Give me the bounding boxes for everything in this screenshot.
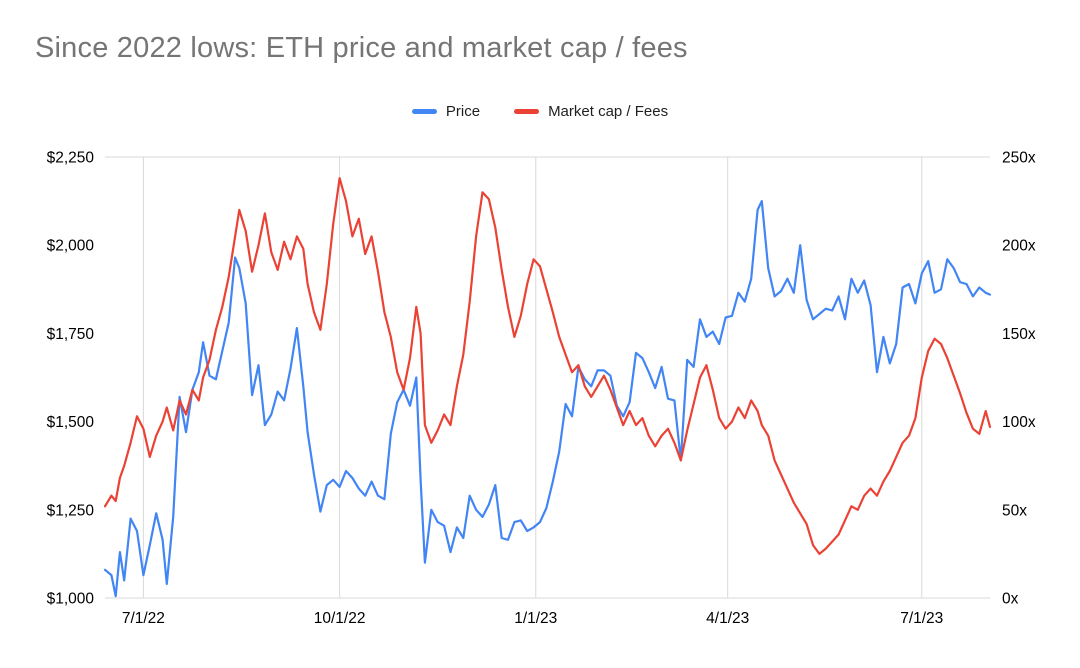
y-left-tick-label: $2,250 <box>47 150 95 167</box>
y-right-tick-label: 200x <box>1002 238 1036 255</box>
legend-label-marketcap-fees: Market cap / Fees <box>548 103 669 120</box>
y-right-tick-label: 100x <box>1002 414 1036 431</box>
x-tick-label: 7/1/23 <box>900 610 943 627</box>
y-left-tick-label: $1,250 <box>47 502 95 519</box>
chart-title: Since 2022 lows: ETH price and market ca… <box>35 32 688 64</box>
legend-item-price: Price <box>411 103 481 120</box>
y-axis-right: 250x 200x 150x 100x 50x 0x <box>1002 150 1036 608</box>
legend-label-price: Price <box>445 103 481 120</box>
y-left-tick-label: $2,000 <box>47 238 95 255</box>
x-tick-label: 4/1/23 <box>706 610 749 627</box>
x-axis: 7/1/22 10/1/22 1/1/23 4/1/23 7/1/23 <box>122 610 943 627</box>
y-right-tick-label: 0x <box>1002 591 1019 608</box>
legend: Price Market cap / Fees <box>0 103 1080 120</box>
x-tick-label: 1/1/23 <box>514 610 557 627</box>
price-line-series <box>103 200 992 598</box>
y-left-tick-label: $1,500 <box>47 414 95 431</box>
y-axis-left: $2,250 $2,000 $1,750 $1,500 $1,250 $1,000 <box>47 150 95 608</box>
marketcap-fees-series-swatch-icon <box>514 109 540 114</box>
y-right-tick-label: 250x <box>1002 150 1036 167</box>
x-tick-label: 7/1/22 <box>122 610 165 627</box>
x-tick-label: 10/1/22 <box>314 610 366 627</box>
price-series-swatch-icon <box>411 109 437 114</box>
y-right-tick-label: 150x <box>1002 326 1036 343</box>
marketcap-fees-line-series <box>103 177 992 556</box>
y-right-tick-label: 50x <box>1002 502 1027 519</box>
y-left-tick-label: $1,000 <box>47 591 95 608</box>
y-left-tick-label: $1,750 <box>47 326 95 343</box>
legend-item-marketcap-fees: Market cap / Fees <box>514 103 668 120</box>
